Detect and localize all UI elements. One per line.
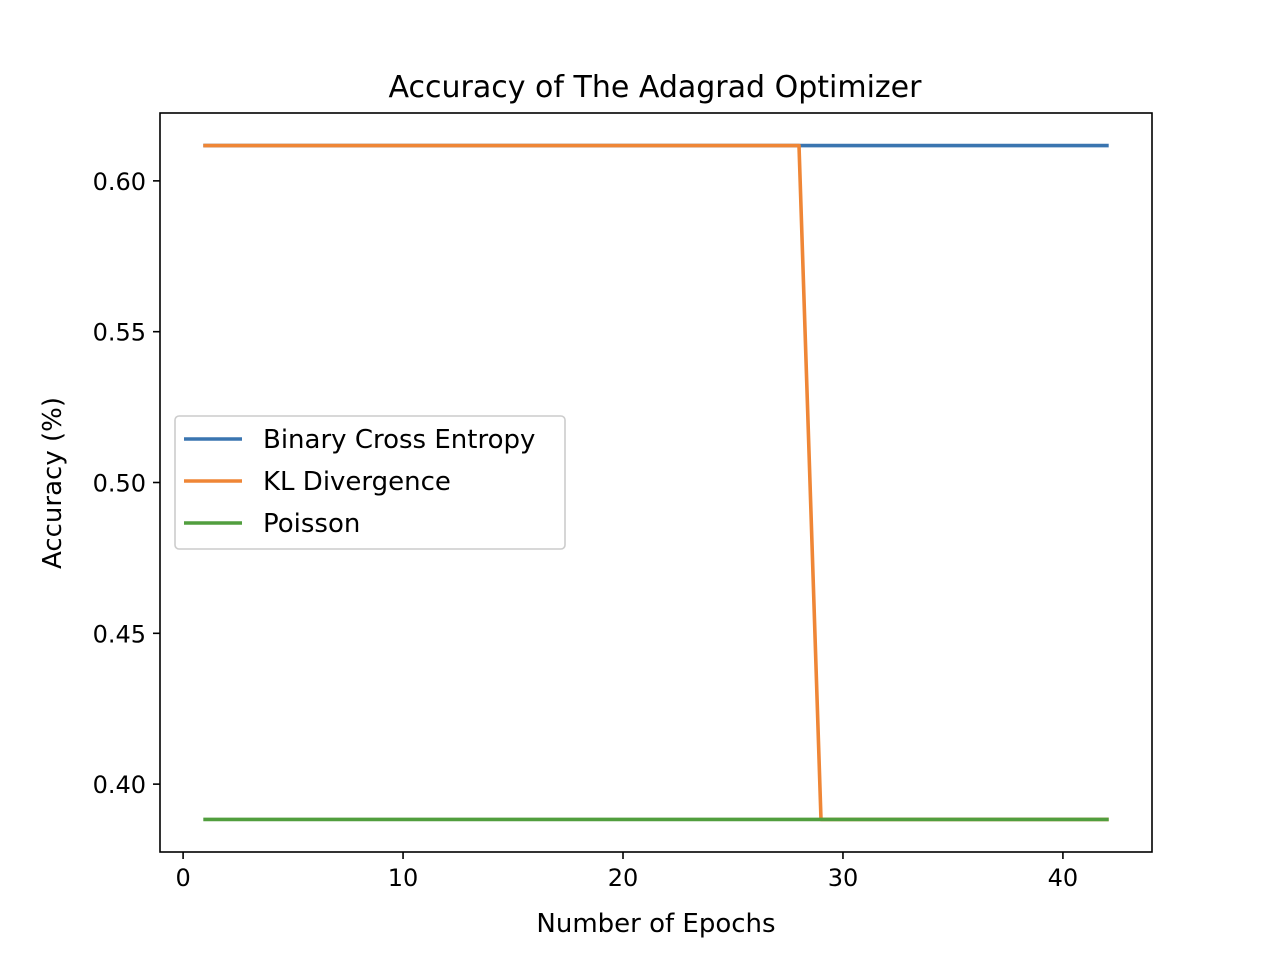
x-tick-label: 30 <box>828 864 859 892</box>
y-tick-label: 0.40 <box>93 771 146 799</box>
y-axis: 0.40 0.45 0.50 0.55 0.60 <box>93 168 160 799</box>
x-tick-label: 0 <box>175 864 190 892</box>
legend-label-2: KL Divergence <box>263 467 451 497</box>
x-tick-label: 20 <box>608 864 639 892</box>
y-tick-label: 0.60 <box>93 168 146 196</box>
plot-area <box>203 143 1109 822</box>
x-axis: 0 10 20 30 40 <box>175 852 1078 892</box>
x-tick-label: 10 <box>388 864 419 892</box>
chart-title: Accuracy of The Adagrad Optimizer <box>389 70 923 105</box>
y-tick-label: 0.45 <box>93 620 146 648</box>
y-axis-label: Accuracy (%) <box>38 397 68 569</box>
legend-box <box>174 415 566 550</box>
y-tick-label: 0.50 <box>93 470 146 498</box>
legend: Binary Cross Entropy KL Divergence Poisson <box>174 415 566 550</box>
y-tick-label: 0.55 <box>93 319 146 347</box>
legend-label-1: Binary Cross Entropy <box>263 425 535 455</box>
legend-label-3: Poisson <box>263 509 360 539</box>
x-axis-label: Number of Epochs <box>536 909 775 939</box>
x-tick-label: 40 <box>1048 864 1079 892</box>
